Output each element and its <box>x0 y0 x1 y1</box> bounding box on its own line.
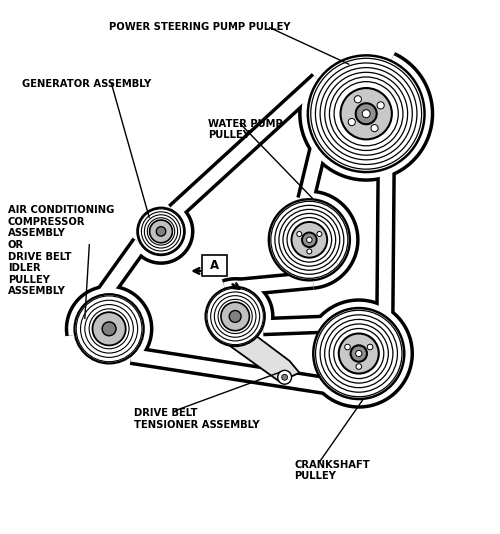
Text: POWER STEERING PUMP PULLEY: POWER STEERING PUMP PULLEY <box>109 22 290 32</box>
Circle shape <box>206 287 265 346</box>
Circle shape <box>308 56 424 172</box>
Circle shape <box>354 96 362 103</box>
Circle shape <box>138 208 184 255</box>
Circle shape <box>302 232 316 247</box>
Circle shape <box>377 102 384 109</box>
Circle shape <box>314 308 404 399</box>
Circle shape <box>348 119 356 125</box>
Text: WATER PUMP
PULLEY: WATER PUMP PULLEY <box>208 119 282 140</box>
Circle shape <box>350 345 367 362</box>
Circle shape <box>371 124 378 132</box>
Circle shape <box>356 103 376 124</box>
Text: DRIVE BELT
TENSIONER ASSEMBLY: DRIVE BELT TENSIONER ASSEMBLY <box>134 408 260 429</box>
Circle shape <box>356 350 362 357</box>
Text: A: A <box>210 259 219 272</box>
Circle shape <box>92 312 126 345</box>
Circle shape <box>344 344 350 350</box>
Circle shape <box>282 374 288 380</box>
Circle shape <box>339 334 379 374</box>
Circle shape <box>156 226 166 236</box>
Circle shape <box>229 310 241 323</box>
Circle shape <box>74 294 144 364</box>
Circle shape <box>102 322 116 336</box>
Circle shape <box>317 232 322 237</box>
Circle shape <box>367 344 373 350</box>
Circle shape <box>269 199 350 280</box>
Text: AIR CONDITIONING
COMPRESSOR
ASSEMBLY
OR
DRIVE BELT
IDLER
PULLEY
ASSEMBLY: AIR CONDITIONING COMPRESSOR ASSEMBLY OR … <box>8 205 114 296</box>
Circle shape <box>340 88 392 139</box>
Circle shape <box>292 222 327 257</box>
Circle shape <box>150 220 172 243</box>
Circle shape <box>297 232 302 237</box>
Text: CRANKSHAFT
PULLEY: CRANKSHAFT PULLEY <box>294 460 370 482</box>
Circle shape <box>307 249 312 254</box>
Circle shape <box>221 302 250 331</box>
Text: GENERATOR ASSEMBLY: GENERATOR ASSEMBLY <box>22 79 151 89</box>
Circle shape <box>278 371 291 384</box>
Polygon shape <box>230 331 300 382</box>
Circle shape <box>362 109 370 117</box>
Circle shape <box>306 237 312 242</box>
FancyBboxPatch shape <box>202 255 228 276</box>
Circle shape <box>356 364 362 370</box>
